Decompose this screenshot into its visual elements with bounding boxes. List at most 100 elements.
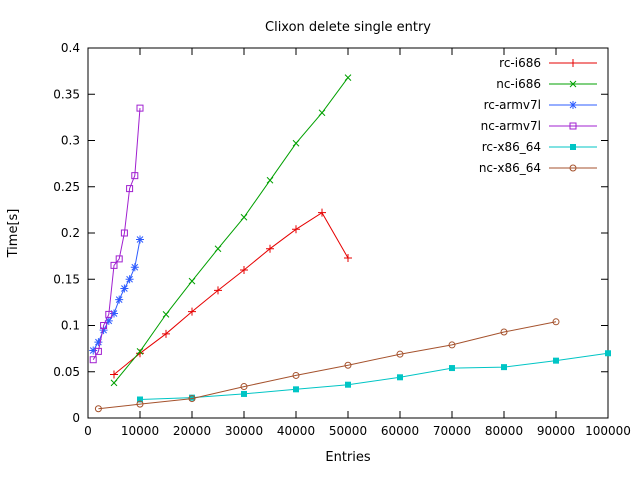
marker-square-open [120,229,128,237]
marker-asterisk [125,275,134,284]
y-tick-label: 0.2 [61,226,80,240]
y-tick-label: 0.3 [61,134,80,148]
marker-circle-open [448,341,456,349]
y-tick-label: 0.35 [53,87,80,101]
marker-square-open [110,261,118,269]
chart-title: Clixon delete single entry [265,20,431,35]
marker-asterisk [110,309,118,318]
marker-square-filled [345,381,351,388]
x-tick-label: 70000 [433,424,471,438]
marker-circle-open [344,361,352,369]
legend-item-nc-armv7l: nc-armv7l [481,119,597,133]
marker-square-open [100,322,108,329]
series-line [113,77,349,384]
series-rc-i686 [110,208,352,379]
marker-circle-open [569,164,577,172]
marker-square-filled [501,364,507,371]
marker-circle-open [188,395,196,403]
marker-plus [162,329,170,338]
marker-asterisk [136,235,144,244]
marker-square-filled [397,374,403,381]
marker-asterisk [115,295,124,304]
marker-square-open [569,122,577,130]
legend-label: nc-i686 [496,77,541,91]
marker-square-open [105,310,113,318]
y-tick-label: 0.15 [53,272,80,286]
marker-circle-open [500,328,508,336]
marker-asterisk [89,346,98,355]
y-axis-label: Time[s] [6,209,21,259]
marker-cross [162,311,170,318]
marker-asterisk [99,326,108,335]
x-tick-label: 90000 [537,424,575,438]
marker-asterisk [569,101,577,109]
marker-circle-open [240,383,248,391]
x-tick-label: 80000 [485,424,523,438]
marker-plus [266,244,274,253]
legend-item-rc-i686: rc-i686 [499,56,597,70]
marker-square-filled [137,396,143,403]
marker-circle-open [552,318,560,326]
marker-square-filled [241,390,247,397]
series-nc-armv7l [89,104,144,364]
marker-cross [110,379,118,387]
x-tick-label: 30000 [225,424,263,438]
marker-circle-open [396,350,404,358]
x-tick-label: 10000 [121,424,159,438]
y-tick-label: 0.05 [53,365,80,379]
legend-label: nc-armv7l [481,119,541,133]
marker-square-open [94,347,102,355]
legend-label: rc-x86_64 [482,140,541,154]
marker-square-filled [293,386,299,393]
legend-item-nc-i686: nc-i686 [496,77,597,91]
marker-plus [344,253,352,262]
x-tick-label: 40000 [277,424,315,438]
y-tick-label: 0.1 [61,319,80,333]
marker-square-open [126,185,134,193]
marker-square-filled [605,350,611,357]
marker-square-filled [553,357,559,364]
series-rc-armv7l [89,235,144,355]
marker-square-filled [449,365,455,372]
marker-plus [569,59,577,67]
y-tick-label: 0.25 [53,180,80,194]
legend-label: rc-armv7l [484,98,541,112]
marker-plus [188,307,196,316]
series-nc-i686 [110,74,352,387]
marker-cross [266,176,274,184]
x-tick-label: 20000 [173,424,211,438]
legend-label: rc-i686 [499,56,541,70]
marker-plus [240,266,248,274]
marker-cross [188,277,196,285]
series-line [139,352,609,400]
y-tick-label: 0.4 [61,41,80,55]
y-tick-label: 0 [72,411,80,425]
series-line [113,211,349,375]
marker-circle-open [136,400,144,408]
marker-square-open [131,172,139,180]
x-tick-label: 100000 [585,424,631,438]
marker-cross [240,213,248,221]
marker-square-open [115,255,123,263]
marker-asterisk [130,263,139,272]
marker-square-filled [570,144,576,150]
marker-circle-open [94,405,102,413]
marker-cross [569,80,577,88]
marker-plus [292,225,300,234]
series-rc-x86_64 [137,350,611,403]
marker-asterisk [94,338,103,347]
series-line [98,321,557,410]
marker-square-open [89,356,97,364]
x-tick-label: 0 [84,424,92,438]
legend-item-nc-x86_64: nc-x86_64 [479,161,597,175]
series-line [92,108,141,360]
chart-generated: 0 10000 20000 30000 40000 50000 60000 70000 8000… [53,41,631,438]
marker-circle-open [292,371,300,379]
marker-cross [318,109,326,117]
x-tick-label: 60000 [381,424,419,438]
x-axis-label: Entries [325,450,371,465]
marker-cross [292,139,300,147]
x-tick-label: 50000 [329,424,367,438]
legend-label: nc-x86_64 [479,161,541,175]
